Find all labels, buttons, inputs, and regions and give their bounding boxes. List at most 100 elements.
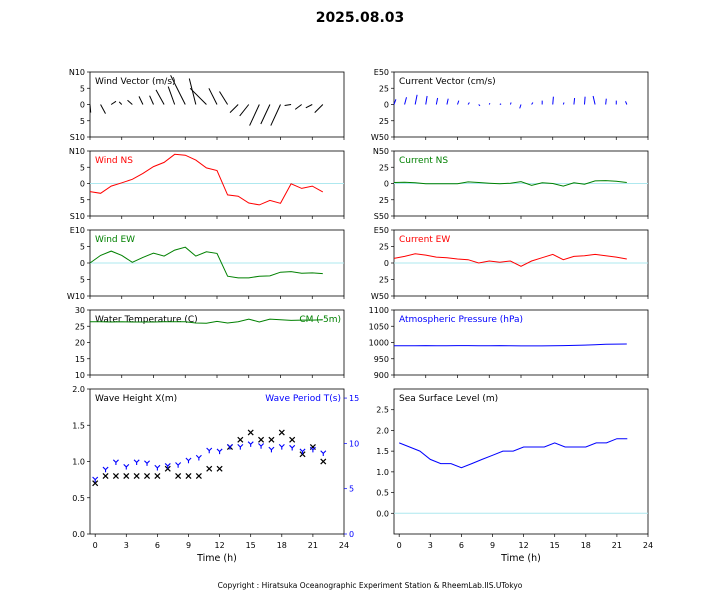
wave-period-point	[299, 448, 306, 455]
water-temp-ytick-label: 30	[75, 306, 85, 315]
current-vector-ytick-label: 25	[379, 84, 389, 93]
wind-ns-ytick-label: N10	[69, 147, 85, 156]
wave-height-point	[289, 436, 296, 443]
sea-level-xlabel: Time (h)	[500, 553, 541, 564]
wind-ew-ytick-label: W10	[67, 292, 85, 301]
wave-period-point	[226, 444, 233, 450]
current-vector-vector-stick	[509, 102, 512, 105]
wave-label: Wave Height X(m)	[95, 394, 177, 404]
sea-level-ytick-label: 1.0	[376, 468, 389, 477]
wind-vector-ytick-label: S10	[70, 133, 85, 142]
current-ew-ytick-label: E50	[374, 226, 389, 235]
wind-ns-ytick-label: 5	[80, 163, 85, 172]
water-temp-label: Water Temperature (C)	[95, 315, 198, 325]
sea-level-ytick-label: 2.5	[376, 406, 389, 415]
wave-period-point	[102, 466, 109, 473]
wave-xtick-label: 18	[277, 541, 287, 550]
current-ew-ytick-label: 25	[379, 276, 389, 285]
wind-vector-vector-stick	[100, 104, 106, 114]
wind-vector-vector-stick	[305, 104, 313, 109]
wave-xtick-label: 24	[339, 541, 349, 550]
wind-vector-vector-stick	[167, 86, 176, 105]
current-ns-series-line	[393, 180, 627, 187]
wave-xtick-label: 9	[186, 541, 191, 550]
wind-ew-ytick-label: 5	[80, 243, 85, 252]
wave-height-point	[278, 429, 285, 436]
wind-ew-label: Wind EW	[95, 235, 135, 245]
current-vector-vector-stick	[393, 99, 397, 105]
pressure-label: Atmospheric Pressure (hPa)	[399, 315, 523, 325]
sea-level-label: Sea Surface Level (m)	[399, 394, 498, 404]
current-ns-ytick-label: S50	[374, 212, 389, 221]
wave-height-point	[175, 472, 182, 480]
current-vector-vector-stick	[499, 103, 502, 105]
wind-ew-series-line	[89, 246, 323, 279]
wind-vector-vector-stick	[170, 75, 186, 105]
wind-vector-vector-stick	[239, 104, 250, 117]
wave-period-point	[237, 444, 244, 450]
current-vector-vector-stick	[573, 97, 576, 105]
sea-level-series-line	[399, 438, 628, 469]
wave-period-point	[133, 459, 140, 466]
wind-vector-ytick-label: 5	[80, 117, 85, 126]
wind-vector-panel: N10 5 0 5 S10 Wind Vector (m/s)	[69, 68, 345, 142]
sea-level-frame	[393, 388, 649, 535]
current-vector-vector-stick	[552, 96, 554, 105]
page-title: 2025.08.03	[315, 10, 405, 26]
sea-level-xtick-label: 0	[397, 541, 402, 550]
current-vector-vector-stick	[488, 102, 491, 105]
wave-y2tick-label: 5	[349, 485, 354, 494]
current-ew-ytick-label: W50	[371, 292, 389, 301]
copyright-notice: Copyright : Hiratsuka Oceanographic Expe…	[217, 581, 523, 590]
sea-level-ytick-label: 0.5	[376, 489, 389, 498]
wind-vector-vector-stick	[284, 104, 292, 106]
wave-ytick-label: 1.5	[72, 421, 85, 430]
current-vector-vector-stick	[404, 97, 407, 105]
wind-vector-vector-stick	[138, 96, 144, 105]
current-vector-vector-stick	[605, 98, 607, 105]
wave-period-point	[144, 460, 151, 466]
wind-ns-series-line	[89, 153, 324, 206]
wind-vector-vector-stick	[118, 101, 123, 105]
current-ew-ytick-label: 0	[384, 259, 389, 268]
wave-period-point	[92, 476, 99, 483]
water-temp-ytick-label: 15	[75, 355, 85, 364]
wave-xtick-label: 15	[246, 541, 256, 550]
wave-y2tick-label: 15	[349, 394, 359, 403]
current-vector-ytick-label: W50	[371, 133, 389, 142]
sea-level-ytick-label: 1.5	[376, 447, 389, 456]
wave-y2tick-label: 0	[349, 530, 354, 539]
wave-period-point	[112, 459, 119, 466]
pressure-ytick-label: 1000	[369, 339, 389, 348]
sea-level-panel: 2.5 2.0 1.5 1.0 0.5 0.0 0 3 6 9 12 15 18 21 24 Time (h)…	[376, 388, 653, 564]
wave-height-point	[309, 443, 316, 451]
wave-height-point	[299, 451, 306, 458]
current-ew-label: Current EW	[399, 235, 450, 245]
water-temp-ytick-label: 20	[75, 339, 85, 348]
wind-vector-label: Wind Vector (m/s)	[95, 77, 176, 87]
wave-period-point	[268, 446, 275, 453]
wave-xtick-label: 21	[308, 541, 318, 550]
wave-period-point	[216, 448, 223, 455]
wave-label2: Wave Period T(s)	[265, 394, 341, 404]
wave-xtick-label: 3	[124, 541, 129, 550]
wave-ytick-label: 0.0	[72, 530, 85, 539]
current-vector-vector-stick	[519, 104, 522, 109]
wave-period-point	[195, 454, 202, 461]
wind-vector-vector-stick	[89, 104, 92, 113]
wave-ytick-label: 2.0	[72, 385, 85, 394]
wind-vector-vector-stick	[127, 99, 133, 105]
wave-period-point	[206, 447, 213, 454]
wave-period-point	[123, 463, 130, 470]
wave-height-point	[195, 472, 202, 480]
wind-ew-panel: E10 5 0 5 W10 Wind EW	[67, 226, 345, 301]
wave-period-point	[175, 462, 182, 468]
wind-ns-ytick-label: S10	[70, 212, 85, 221]
current-vector-vector-stick	[478, 104, 481, 107]
pressure-panel: 1100 1050 1000 950 900 Atmospheric Pressure (…	[369, 306, 649, 380]
wind-ns-ytick-label: 5	[80, 196, 85, 205]
pressure-series-line	[394, 343, 627, 347]
current-ew-series-line	[393, 253, 627, 267]
wave-period-point	[154, 464, 161, 471]
